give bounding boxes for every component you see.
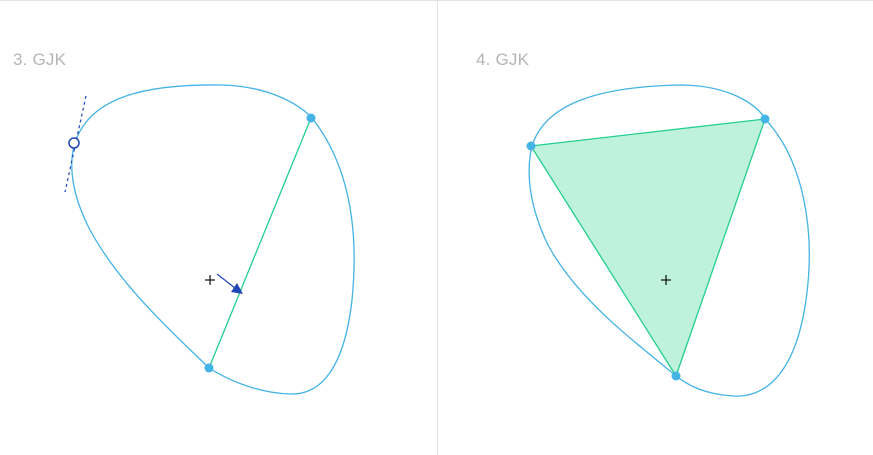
simplex-vertex [671,371,681,381]
panel-divider [437,0,438,455]
convex-shape-outline [71,84,355,395]
simplex-vertex [760,114,770,124]
panel-title: 4. GJK [476,50,530,69]
origin-marker [661,275,671,285]
panel-step-3: 3. GJK [13,50,355,395]
gjk-step-3-figure [64,84,355,395]
panel-step-4: 4. GJK [438,0,873,455]
support-point [68,137,80,149]
simplex-vertex [526,141,536,151]
convex-shape-outline [528,84,810,397]
search-direction-line [216,273,236,289]
origin-marker [205,275,215,285]
panel-title: 3. GJK [13,50,67,69]
simplex-edge [208,117,312,369]
search-direction-arrowhead [231,283,243,294]
gjk-step-4-figure [526,84,810,397]
simplex-vertex [306,113,316,123]
simplex-vertex [204,363,214,373]
top-rule [0,0,873,1]
simplex-triangle [530,118,766,377]
